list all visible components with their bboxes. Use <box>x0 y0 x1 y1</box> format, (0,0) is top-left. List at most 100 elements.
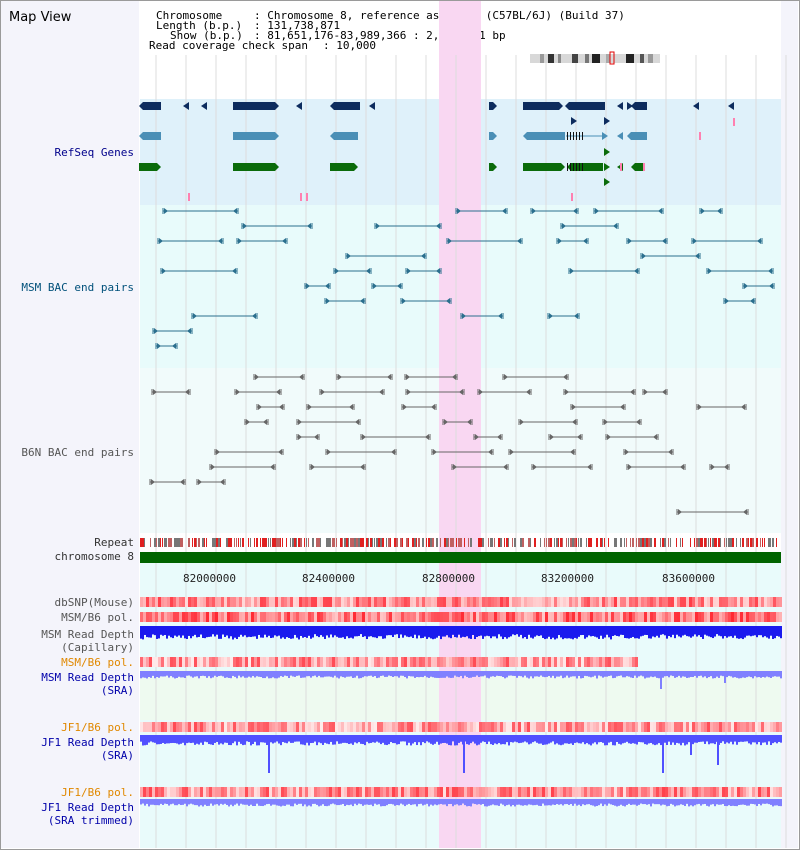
jf1-depth-trimmed-bar <box>162 799 164 805</box>
jf1-b6-pol2-heat <box>533 787 536 797</box>
dbsnp-heat <box>650 597 653 607</box>
track-label-msm-bac[interactable]: MSM BAC end pairs <box>21 281 134 294</box>
track-label-chromosome[interactable]: chromosome 8 <box>54 550 134 563</box>
msm-b6-pol2-heat <box>443 657 446 667</box>
msm-b6-pol-heat <box>401 612 404 622</box>
msm-depth-capillary-bar <box>308 626 310 636</box>
jf1-b6-pol-heat <box>389 722 392 732</box>
jf1-depth-trimmed-bar <box>366 799 368 805</box>
jf1-depth-sra-bar <box>596 735 598 745</box>
msm-depth-capillary-bar <box>260 626 262 638</box>
dbsnp-heat <box>248 597 251 607</box>
jf1-b6-pol-heat <box>341 722 344 732</box>
msm-b6-pol-heat <box>473 612 476 622</box>
msm-b6-pol-heat <box>635 612 638 622</box>
jf1-depth-trimmed-bar <box>322 799 324 805</box>
track-label-msm-b6-pol-2[interactable]: MSM/B6 pol. <box>61 656 134 669</box>
track-label-repeat[interactable]: Repeat <box>94 536 134 549</box>
jf1-depth-sra-bar <box>284 735 286 743</box>
msm-depth-capillary-bar <box>658 626 660 638</box>
b6n-bac-pair-arrow <box>570 449 574 455</box>
track-label-dbsnp[interactable]: dbSNP(Mouse) <box>54 596 134 609</box>
msm-depth-sra-bar <box>732 671 734 678</box>
msm-depth-sra-bar <box>156 671 158 678</box>
jf1-depth-trimmed-bar <box>634 799 636 805</box>
jf1-depth-trimmed-bar <box>380 799 382 807</box>
jf1-b6-pol-heat <box>461 722 464 732</box>
msm-depth-capillary-bar <box>614 626 616 636</box>
msm-b6-pol2-heat <box>410 657 413 667</box>
msm-depth-sra-bar <box>700 671 702 676</box>
repeat-element <box>718 538 720 547</box>
msm-b6-pol-heat <box>557 612 560 622</box>
jf1-b6-pol2-heat <box>752 787 755 797</box>
dbsnp-heat <box>740 597 743 607</box>
jf1-depth-sra-bar <box>664 735 666 743</box>
jf1-depth-sra-bar <box>202 735 204 745</box>
dbsnp-heat <box>227 597 230 607</box>
track-label-msm-depth-sra[interactable]: MSM Read Depth <box>41 671 134 684</box>
jf1-depth-trimmed-bar <box>492 799 494 805</box>
msm-depth-capillary-bar <box>306 626 308 638</box>
dbsnp-heat <box>704 597 707 607</box>
track-label-jf1-b6-pol-2[interactable]: JF1/B6 pol. <box>61 786 134 799</box>
jf1-b6-pol2-heat <box>485 787 488 797</box>
track-label-jf1-depth-sra[interactable]: JF1 Read Depth <box>41 736 134 749</box>
dbsnp-heat <box>449 597 452 607</box>
msm-depth-capillary-bar <box>376 626 378 639</box>
track-label-b6n-bac[interactable]: B6N BAC end pairs <box>21 446 134 459</box>
jf1-depth-sra-bar <box>232 735 234 744</box>
jf1-depth-trimmed-bar <box>164 799 166 804</box>
msm-b6-pol2-heat <box>380 657 383 667</box>
repeat-element <box>494 538 495 547</box>
refseq-gene <box>489 102 497 110</box>
repeat-element <box>696 538 698 547</box>
jf1-depth-sra-bar <box>458 735 460 743</box>
msm-b6-pol-heat <box>311 612 314 622</box>
repeat-element <box>304 538 305 547</box>
repeat-element <box>530 538 531 547</box>
jf1-b6-pol2-heat <box>317 787 320 797</box>
msm-b6-pol-heat <box>266 612 269 622</box>
dbsnp-heat <box>314 597 317 607</box>
track-label-jf1-b6-pol[interactable]: JF1/B6 pol. <box>61 721 134 734</box>
msm-b6-pol2-heat <box>563 657 566 667</box>
msm-b6-pol-heat <box>755 612 758 622</box>
dbsnp-heat <box>737 597 740 607</box>
jf1-depth-sra-bar <box>444 735 446 743</box>
msm-b6-pol2-heat <box>626 657 629 667</box>
jf1-b6-pol-heat <box>779 722 782 732</box>
dbsnp-heat <box>287 597 290 607</box>
msm-bac-pair-arrow <box>768 268 772 274</box>
track-label-refseq[interactable]: RefSeq Genes <box>54 146 134 159</box>
jf1-depth-sra-bar <box>742 735 744 742</box>
track-label-msm-depth-capillary[interactable]: MSM Read Depth <box>41 628 134 641</box>
jf1-depth-trimmed-bar <box>646 799 648 805</box>
track-label-jf1-depth-trimmed[interactable]: JF1 Read Depth <box>41 801 134 814</box>
jf1-b6-pol2-heat <box>272 787 275 797</box>
refseq-gene <box>369 102 375 110</box>
jf1-depth-sra-bar <box>262 735 264 743</box>
repeat-element <box>206 538 207 547</box>
repeat-element <box>638 538 640 547</box>
repeat-element <box>368 538 369 547</box>
msm-depth-sra-bar <box>204 671 206 677</box>
msm-b6-pol-heat <box>653 612 656 622</box>
b6n-bac-pair-arrow <box>520 419 524 425</box>
repeat-element <box>350 538 352 547</box>
msm-depth-capillary-bar <box>622 626 624 635</box>
msm-depth-capillary-bar <box>550 626 552 640</box>
jf1-b6-pol2-heat <box>314 787 317 797</box>
track-label-msm-b6-pol[interactable]: MSM/B6 pol. <box>61 611 134 624</box>
jf1-depth-sra-bar <box>320 735 322 744</box>
dbsnp-heat <box>725 597 728 607</box>
jf1-b6-pol2-heat <box>617 787 620 797</box>
jf1-depth-sra-bar <box>762 735 764 743</box>
jf1-b6-pol2-heat <box>221 787 224 797</box>
jf1-depth-trimmed-bar <box>542 799 544 804</box>
jf1-depth-sra-bar <box>580 735 582 744</box>
msm-bac-pair-arrow <box>750 298 754 304</box>
jf1-depth-sra-bar <box>154 735 156 743</box>
repeat-element <box>680 538 681 547</box>
